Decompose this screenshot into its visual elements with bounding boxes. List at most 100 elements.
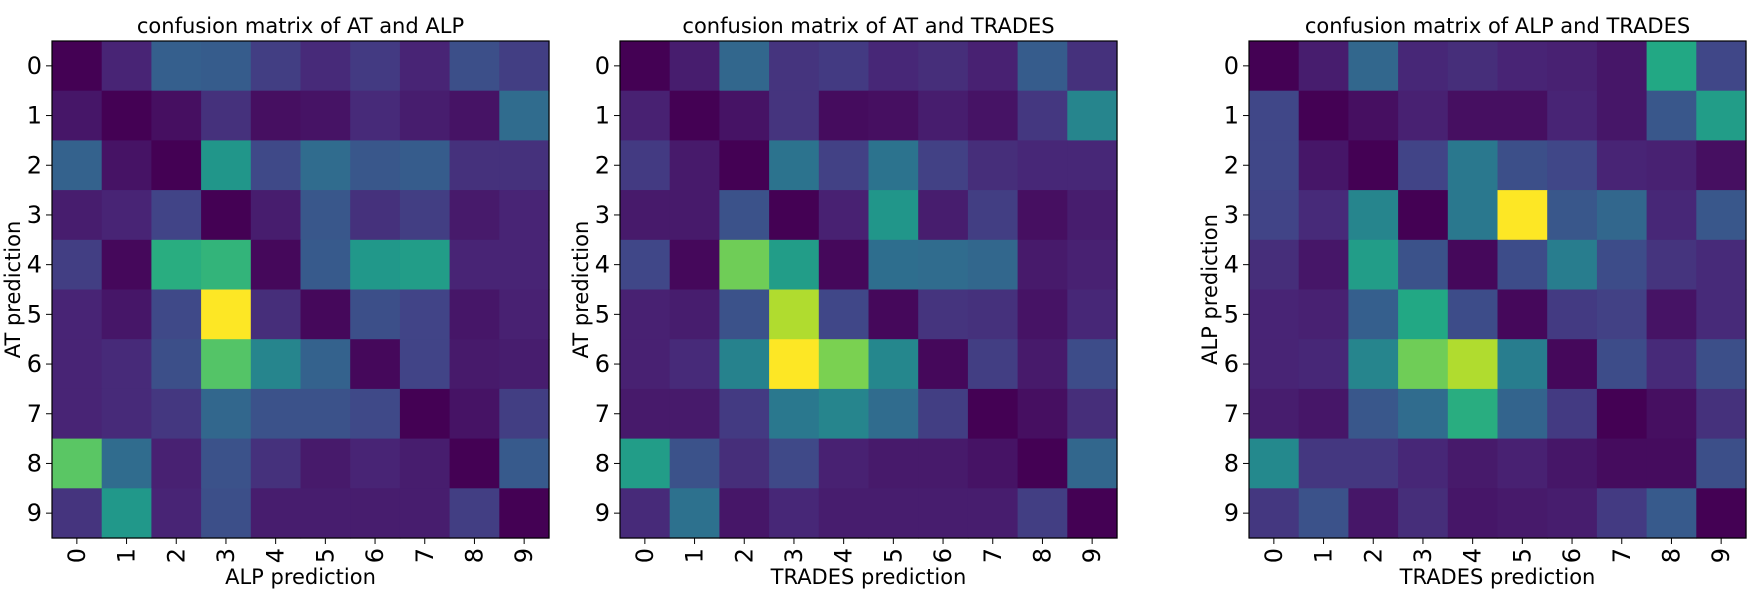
heatmap-cell (1249, 339, 1300, 390)
heatmap-cell (151, 41, 202, 92)
x-tick-label: 6 (1558, 548, 1586, 563)
y-tick-label: 0 (1224, 52, 1239, 80)
heatmap-cell (1447, 239, 1499, 291)
heatmap-cell (1348, 289, 1399, 340)
heatmap-cell (399, 289, 451, 340)
heatmap-cell (1398, 90, 1449, 141)
heatmap-cell (1696, 140, 1747, 191)
heatmap-cell (201, 90, 252, 141)
heatmap-cell (769, 41, 820, 92)
heatmap-cell (1447, 388, 1499, 440)
heatmap-cell (967, 488, 1019, 539)
heatmap-cell (967, 41, 1019, 92)
heatmap-panel-1: confusion matrix of AT and ALP 0 1 2 3 4 5 6 7 8 9… (1, 14, 550, 589)
x-tick-label: 9 (510, 548, 538, 563)
heatmap-cell (350, 488, 401, 539)
heatmap-cell (201, 140, 252, 191)
heatmap-cell (201, 289, 252, 340)
heatmap-cell (350, 239, 401, 291)
y-axis-label: AT prediction (569, 221, 593, 359)
heatmap-cell (1017, 339, 1068, 390)
heatmap-cell (250, 190, 302, 241)
heatmap-cell (1067, 90, 1118, 141)
heatmap-cell (1596, 239, 1648, 291)
y-tick-label: 5 (1224, 300, 1239, 328)
y-tick-label: 9 (27, 499, 42, 527)
heatmap-cell (1398, 289, 1449, 340)
heatmap-cell (1646, 140, 1697, 191)
heatmap-cell (620, 339, 671, 390)
x-tick-label: 9 (1078, 548, 1106, 563)
x-tick-label: 6 (361, 548, 389, 563)
heatmap-cell (769, 388, 820, 440)
heatmap-cell (300, 438, 351, 489)
heatmap-cell (499, 90, 550, 141)
heatmap-cell (300, 289, 351, 340)
heatmap-cell (868, 190, 919, 241)
heatmap-cell (250, 140, 302, 191)
x-tick-label: 1 (1310, 548, 1338, 563)
heatmap-cell (1348, 339, 1399, 390)
heatmap-cell (350, 289, 401, 340)
heatmap-cell (250, 239, 302, 291)
x-tick-label: 8 (1657, 548, 1685, 563)
x-tick-label: 5 (1508, 548, 1536, 563)
heatmap-cell (769, 289, 820, 340)
heatmap-cell (250, 339, 302, 390)
heatmap-cell (1249, 239, 1300, 291)
heatmap-cell (1596, 90, 1648, 141)
heatmap-cell (1497, 239, 1548, 291)
heatmap-cell (1017, 140, 1068, 191)
heatmap-cell (1017, 190, 1068, 241)
heatmap-cell (719, 339, 770, 390)
heatmap-cell (868, 438, 919, 489)
heatmap-cell (499, 140, 550, 191)
y-tick-label: 9 (1224, 499, 1239, 527)
heatmap-cell (818, 190, 870, 241)
x-tick-label: 8 (460, 548, 488, 563)
heatmap-cell (1646, 90, 1697, 141)
heatmap-cell (967, 239, 1019, 291)
heatmap-cell (1298, 388, 1349, 440)
heatmap-cell (719, 190, 770, 241)
heatmap-cell (1017, 438, 1068, 489)
heatmap-cell (52, 140, 103, 191)
heatmap-cell (967, 190, 1019, 241)
x-tick-label: 7 (1608, 548, 1636, 563)
heatmap-cell (669, 488, 720, 539)
heatmap-cell (250, 41, 302, 92)
heatmap-cell (1696, 388, 1747, 440)
heatmap-cell (1497, 140, 1548, 191)
heatmap-cell (818, 239, 870, 291)
heatmap-cell (399, 488, 451, 539)
heatmap-cell (52, 488, 103, 539)
heatmap-cell (769, 488, 820, 539)
heatmap-cell (449, 90, 500, 141)
heatmap-cell (868, 239, 919, 291)
heatmap-cell (1547, 239, 1598, 291)
y-tick-label: 2 (1224, 151, 1239, 179)
x-tick-label: 3 (1409, 548, 1437, 563)
heatmap-cell (1547, 90, 1598, 141)
heatmap-cell (818, 438, 870, 489)
heatmap-cell (1497, 289, 1548, 340)
heatmap-cell (1017, 41, 1068, 92)
heatmap-cell (669, 438, 720, 489)
heatmap-cell (918, 41, 969, 92)
y-tick-label: 6 (27, 350, 42, 378)
heatmap-cell (1497, 388, 1548, 440)
heatmap-cell (1298, 339, 1349, 390)
heatmap-cell (1067, 388, 1118, 440)
heatmap-cell (1017, 388, 1068, 440)
heatmap-cell (620, 289, 671, 340)
heatmap-cell (1348, 488, 1399, 539)
heatmap-cell (1596, 339, 1648, 390)
y-tick-label: 8 (595, 449, 610, 477)
heatmap-cell (201, 41, 252, 92)
heatmap-cell (101, 339, 152, 390)
heatmap-cell (399, 140, 451, 191)
heatmap-cell (769, 90, 820, 141)
heatmap-cell (1447, 488, 1499, 539)
heatmap-cell (1249, 140, 1300, 191)
